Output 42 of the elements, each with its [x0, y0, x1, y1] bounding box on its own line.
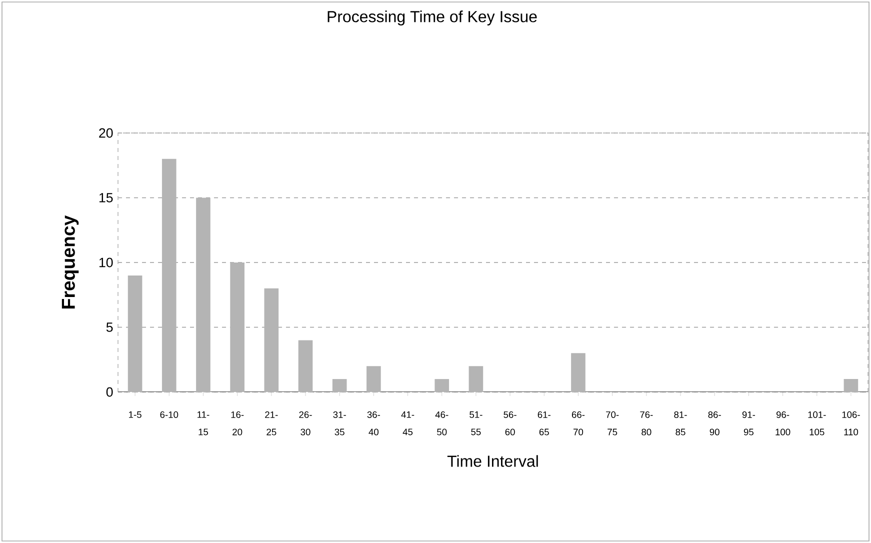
x-axis-title: Time Interval — [447, 455, 538, 467]
bar — [468, 366, 484, 392]
x-tick-label: 41-45 — [401, 411, 414, 436]
x-tick-label: 16-20 — [231, 411, 244, 436]
x-tick-label: 36-40 — [367, 411, 380, 436]
x-tick-label: 46-50 — [435, 411, 448, 436]
x-tick-label: 81-85 — [674, 411, 687, 436]
x-tick-label: 86-90 — [708, 411, 721, 436]
bar — [298, 340, 313, 392]
bar — [366, 366, 381, 392]
chart-title: Processing Time of Key Issue — [328, 10, 537, 26]
bar — [230, 262, 244, 392]
x-tick-label: 21-25 — [265, 411, 278, 436]
x-tick-label: 1-5 — [129, 411, 142, 418]
y-tick-label: 20 — [99, 128, 113, 138]
x-tick-label: 91-95 — [742, 411, 756, 436]
bar — [844, 379, 858, 392]
bar — [128, 275, 142, 392]
bar — [434, 379, 450, 392]
x-tick-label: 56-60 — [504, 411, 516, 436]
y-tick-label: 0 — [106, 387, 113, 397]
x-tick-label: 66-70 — [572, 411, 585, 436]
y-tick-label: 15 — [99, 193, 113, 202]
y-tick-label: 5 — [106, 322, 113, 332]
bar — [571, 353, 586, 392]
y-axis-title: Frequency — [62, 215, 79, 308]
x-tick-label: 51-55 — [470, 411, 482, 436]
x-tick-label: 101-105 — [808, 411, 826, 436]
x-tick-label: 26-30 — [299, 411, 312, 436]
x-tick-label: 11-15 — [198, 411, 210, 436]
x-tick-label: 6-10 — [160, 411, 178, 418]
y-tick-label: 10 — [99, 258, 113, 268]
x-tick-label: 106-110 — [842, 411, 860, 436]
x-tick-label: 76-80 — [640, 411, 653, 436]
bar — [264, 288, 279, 392]
bar — [196, 198, 210, 392]
x-tick-label: 31-35 — [333, 411, 346, 436]
x-tick-label: 96-100 — [776, 411, 790, 436]
bar — [162, 158, 176, 392]
bar — [332, 379, 347, 392]
x-tick-label: 70-75 — [606, 411, 619, 436]
x-tick-label: 61-65 — [538, 411, 550, 436]
